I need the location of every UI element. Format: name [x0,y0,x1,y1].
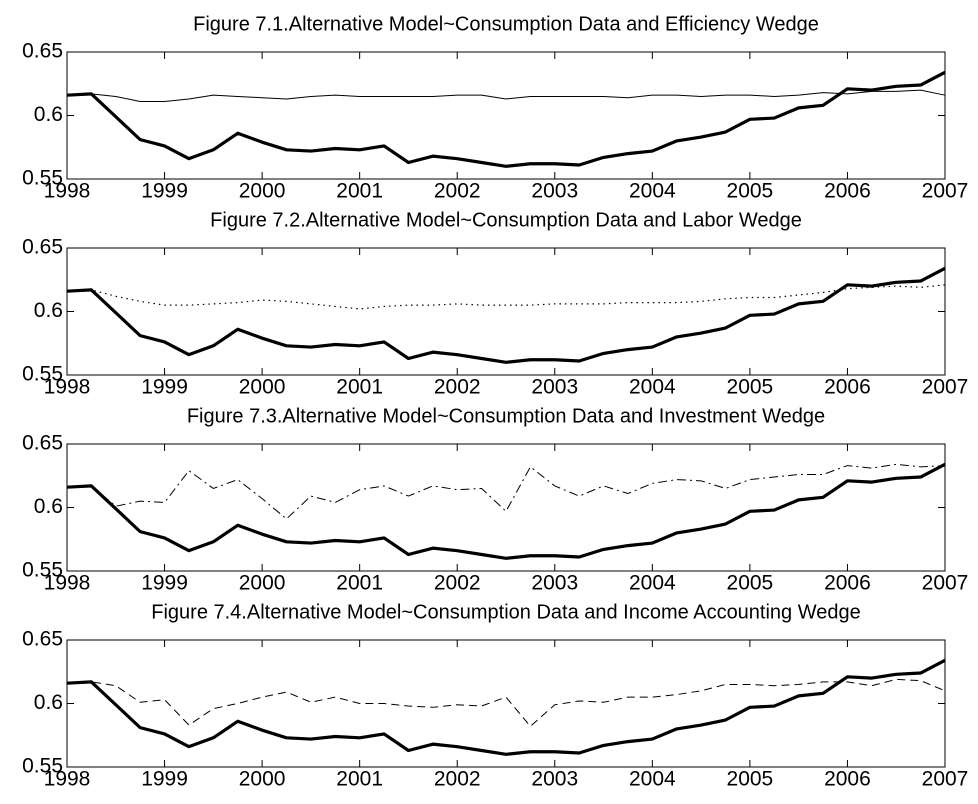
series-line [66,658,946,756]
x-tick-label: 2002 [434,768,481,791]
plot-frame [66,51,946,180]
y-tick-label: 0.55 [22,755,63,778]
x-tick-label: 2007 [922,572,969,595]
x-tick-label: 2004 [629,768,676,791]
x-tick-label: 2006 [824,768,871,791]
x-tick-label: 2001 [336,180,383,203]
y-tick-label: 0.55 [22,167,63,190]
subplot-title: Figure 7.4.Alternative Model~Consumption… [151,601,861,623]
y-tick-label: 0.65 [22,432,63,455]
x-tick-label: 2002 [434,180,481,203]
x-tick-label: 2003 [531,180,578,203]
x-tick-label: 1999 [141,572,188,595]
y-tick-label: 0.65 [22,628,63,651]
y-tick-label: 0.6 [34,299,63,322]
series-line [66,462,946,560]
series-line [66,70,946,168]
x-tick-label: 2000 [239,376,286,399]
plot-frame [66,443,946,572]
x-tick-label: 2005 [727,572,774,595]
plot-frame [66,247,946,376]
x-tick-label: 2007 [922,768,969,791]
y-tick-label: 0.65 [22,236,63,259]
x-tick-label: 2005 [727,180,774,203]
x-tick-label: 2000 [239,572,286,595]
series-line [66,284,946,310]
subplot-title: Figure 7.1.Alternative Model~Consumption… [193,13,819,35]
x-tick-label: 2007 [922,376,969,399]
y-tick-label: 0.6 [34,495,63,518]
x-tick-label: 2000 [239,768,286,791]
x-tick-label: 2003 [531,376,578,399]
x-tick-label: 2001 [336,768,383,791]
x-tick-label: 2001 [336,376,383,399]
plot-frame [66,639,946,768]
x-tick-label: 1999 [141,180,188,203]
series-line [66,266,946,364]
x-tick-label: 1998 [44,376,91,399]
y-tick-label: 0.6 [34,103,63,126]
x-tick-label: 2006 [824,572,871,595]
series-line [66,89,946,103]
x-tick-label: 2005 [727,376,774,399]
x-tick-label: 2003 [531,768,578,791]
x-tick-label: 2007 [922,180,969,203]
x-tick-label: 2001 [336,572,383,595]
x-tick-label: 2004 [629,572,676,595]
subplot-title: Figure 7.2.Alternative Model~Consumption… [210,209,802,231]
series-line [66,463,946,520]
y-tick-label: 0.55 [22,559,63,582]
y-tick-label: 0.55 [22,363,63,386]
x-tick-label: 1998 [44,572,91,595]
x-tick-label: 2005 [727,768,774,791]
x-tick-label: 2004 [629,376,676,399]
x-tick-label: 1998 [44,768,91,791]
x-tick-label: 2000 [239,180,286,203]
x-tick-label: 2002 [434,572,481,595]
y-tick-label: 0.6 [34,691,63,714]
x-tick-label: 2002 [434,376,481,399]
series-line [66,678,946,727]
y-tick-label: 0.65 [22,40,63,63]
x-tick-label: 2006 [824,376,871,399]
x-tick-label: 2003 [531,572,578,595]
x-tick-label: 1999 [141,376,188,399]
subplot-title: Figure 7.3.Alternative Model~Consumption… [187,405,825,427]
x-tick-label: 1999 [141,768,188,791]
x-tick-label: 2006 [824,180,871,203]
x-tick-label: 2004 [629,180,676,203]
x-tick-label: 1998 [44,180,91,203]
